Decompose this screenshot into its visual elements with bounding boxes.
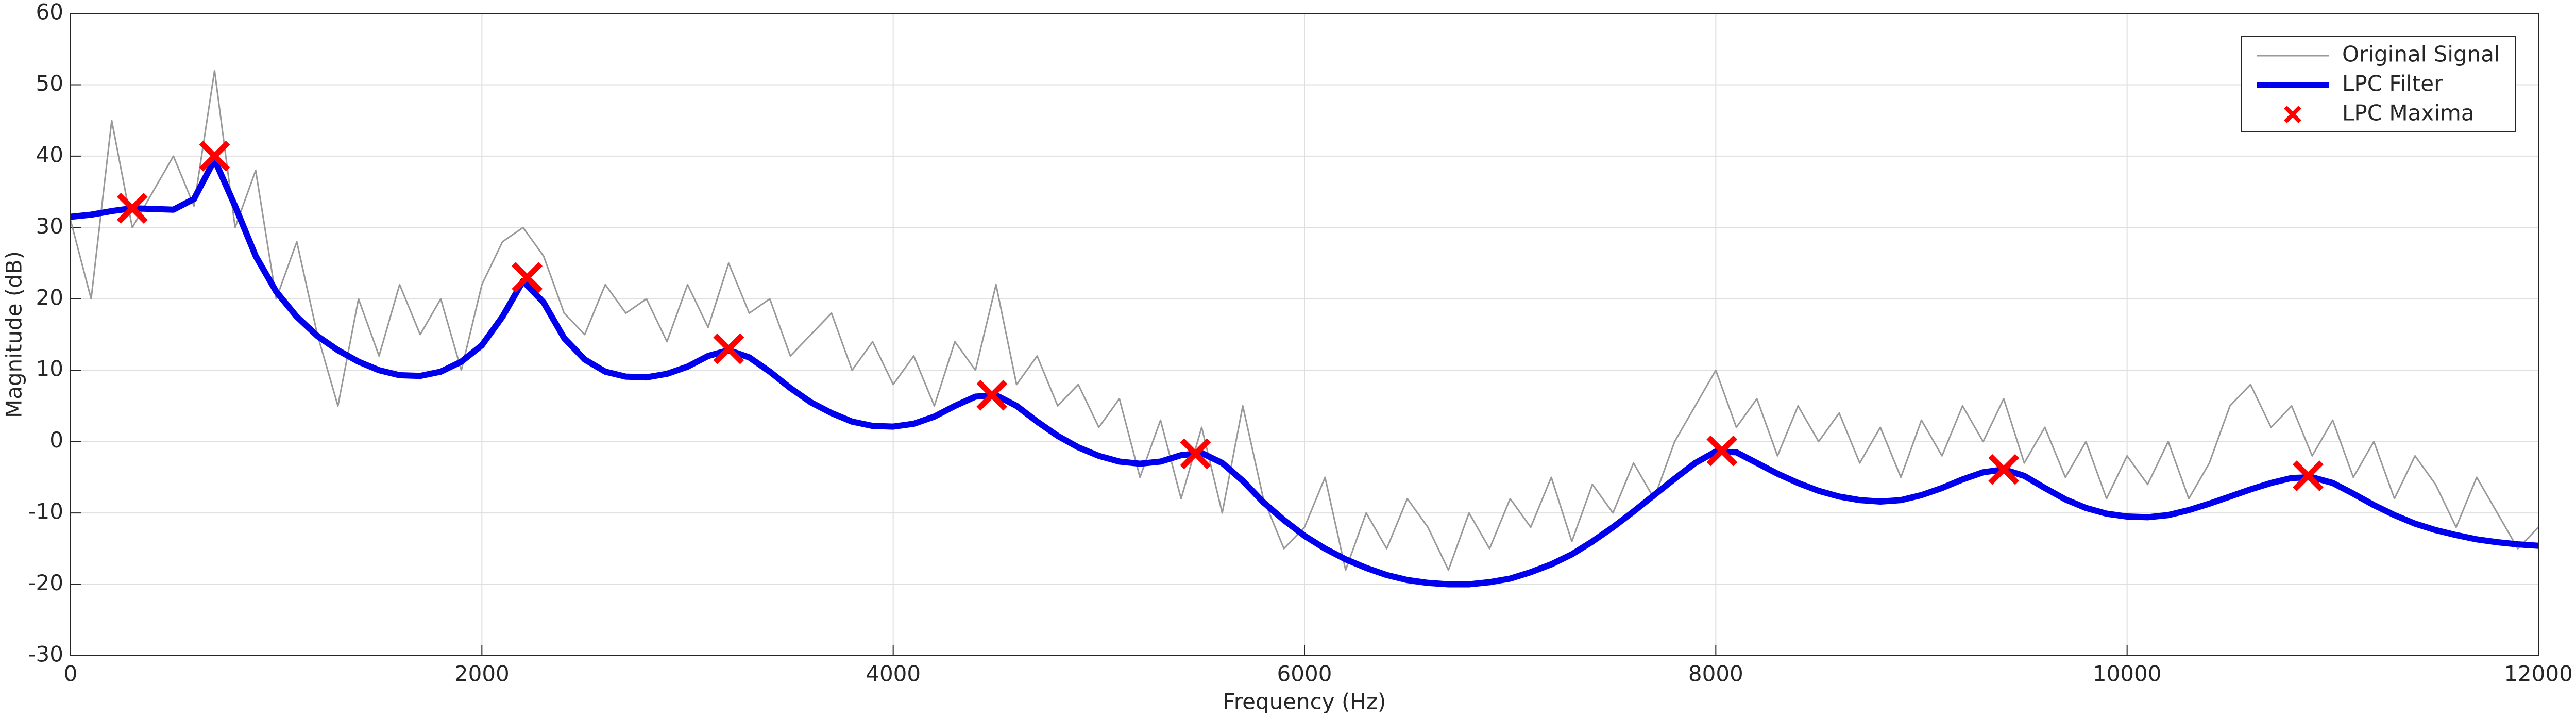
x-tick-label: 4000 [866,661,921,687]
x-tick-label: 10000 [2093,661,2162,687]
y-tick-label: 30 [36,213,63,239]
marker [199,140,230,172]
y-tick-label: -30 [28,642,63,667]
marker [976,379,1008,411]
series-line [71,70,2538,571]
y-tick-label: -10 [28,499,63,524]
x-tick-label: 8000 [1688,661,1743,687]
y-tick-label: 10 [36,356,63,381]
y-tick-label: 20 [36,285,63,310]
y-axis-label: Magnitude (dB) [2,251,27,418]
y-tick-label: -20 [28,570,63,595]
x-tick-label: 2000 [454,661,510,687]
x-tick-label: 12000 [2504,661,2573,687]
marker [1706,435,1738,467]
marker [1180,438,1211,470]
y-tick-label: 50 [36,71,63,96]
legend-label: LPC Maxima [2342,101,2475,126]
marker [2284,106,2301,123]
plot-area [71,70,2538,588]
marker [512,262,543,293]
x-tick-label: 0 [64,661,78,687]
x-axis-label: Frequency (Hz) [1223,689,1386,714]
y-tick-label: 60 [36,0,63,25]
series-line [71,156,2538,588]
x-tick-label: 6000 [1277,661,1332,687]
marker [1988,454,2020,485]
marker [116,193,148,224]
legend-label: Original Signal [2342,42,2500,67]
y-tick-label: 40 [36,142,63,167]
marker [2293,460,2324,492]
legend-label: LPC Filter [2342,71,2443,96]
axes-box [70,13,2539,656]
y-tick-label: 0 [49,427,63,453]
marker [713,333,744,364]
